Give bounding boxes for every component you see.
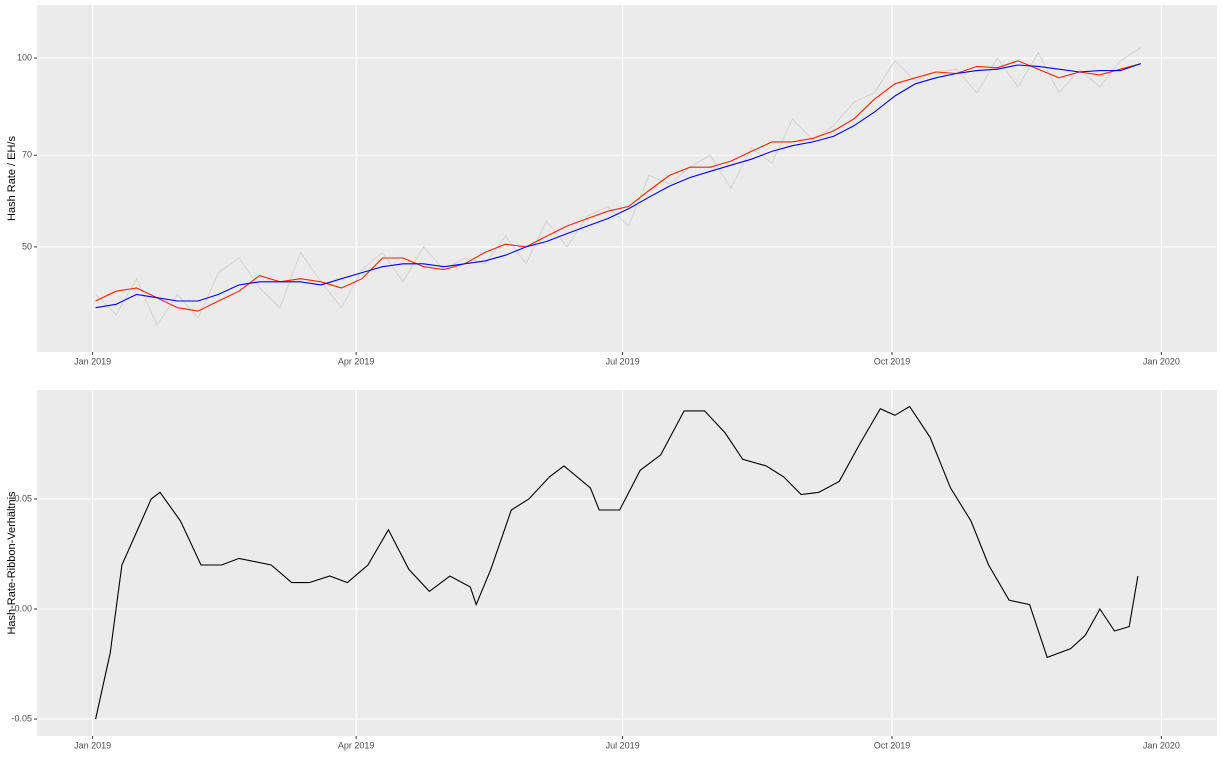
y-axis-title: Hash-Rate-Ribbon-Verhältnis	[6, 491, 18, 635]
y-tick-label: 100	[17, 52, 32, 62]
x-tick-label: Jan 2019	[74, 740, 111, 750]
data-line	[95, 46, 1142, 327]
panel-background	[37, 390, 1217, 736]
x-tick-label: Jan 2020	[1143, 740, 1180, 750]
y-axis-title: Hash Rate / EH/s	[6, 136, 18, 221]
x-tick-label: Oct 2019	[874, 740, 911, 750]
x-tick-label: Oct 2019	[874, 356, 911, 366]
y-tick-label: 0.00	[14, 603, 32, 613]
x-tick-label: Jul 2019	[606, 356, 640, 366]
x-tick-label: Jul 2019	[606, 740, 640, 750]
y-tick-label: 0.05	[14, 493, 32, 503]
data-line	[95, 60, 1142, 312]
x-tick-label: Apr 2019	[338, 356, 375, 366]
x-tick-label: Jan 2019	[74, 356, 111, 366]
data-line	[95, 63, 1142, 309]
y-tick-label: 50	[22, 241, 32, 251]
y-tick-label: 70	[22, 150, 32, 160]
x-tick-label: Jan 2020	[1143, 356, 1180, 366]
y-tick-label: -0.05	[11, 713, 32, 723]
x-tick-label: Apr 2019	[338, 740, 375, 750]
data-line	[95, 405, 1139, 720]
panel-background	[37, 5, 1217, 352]
